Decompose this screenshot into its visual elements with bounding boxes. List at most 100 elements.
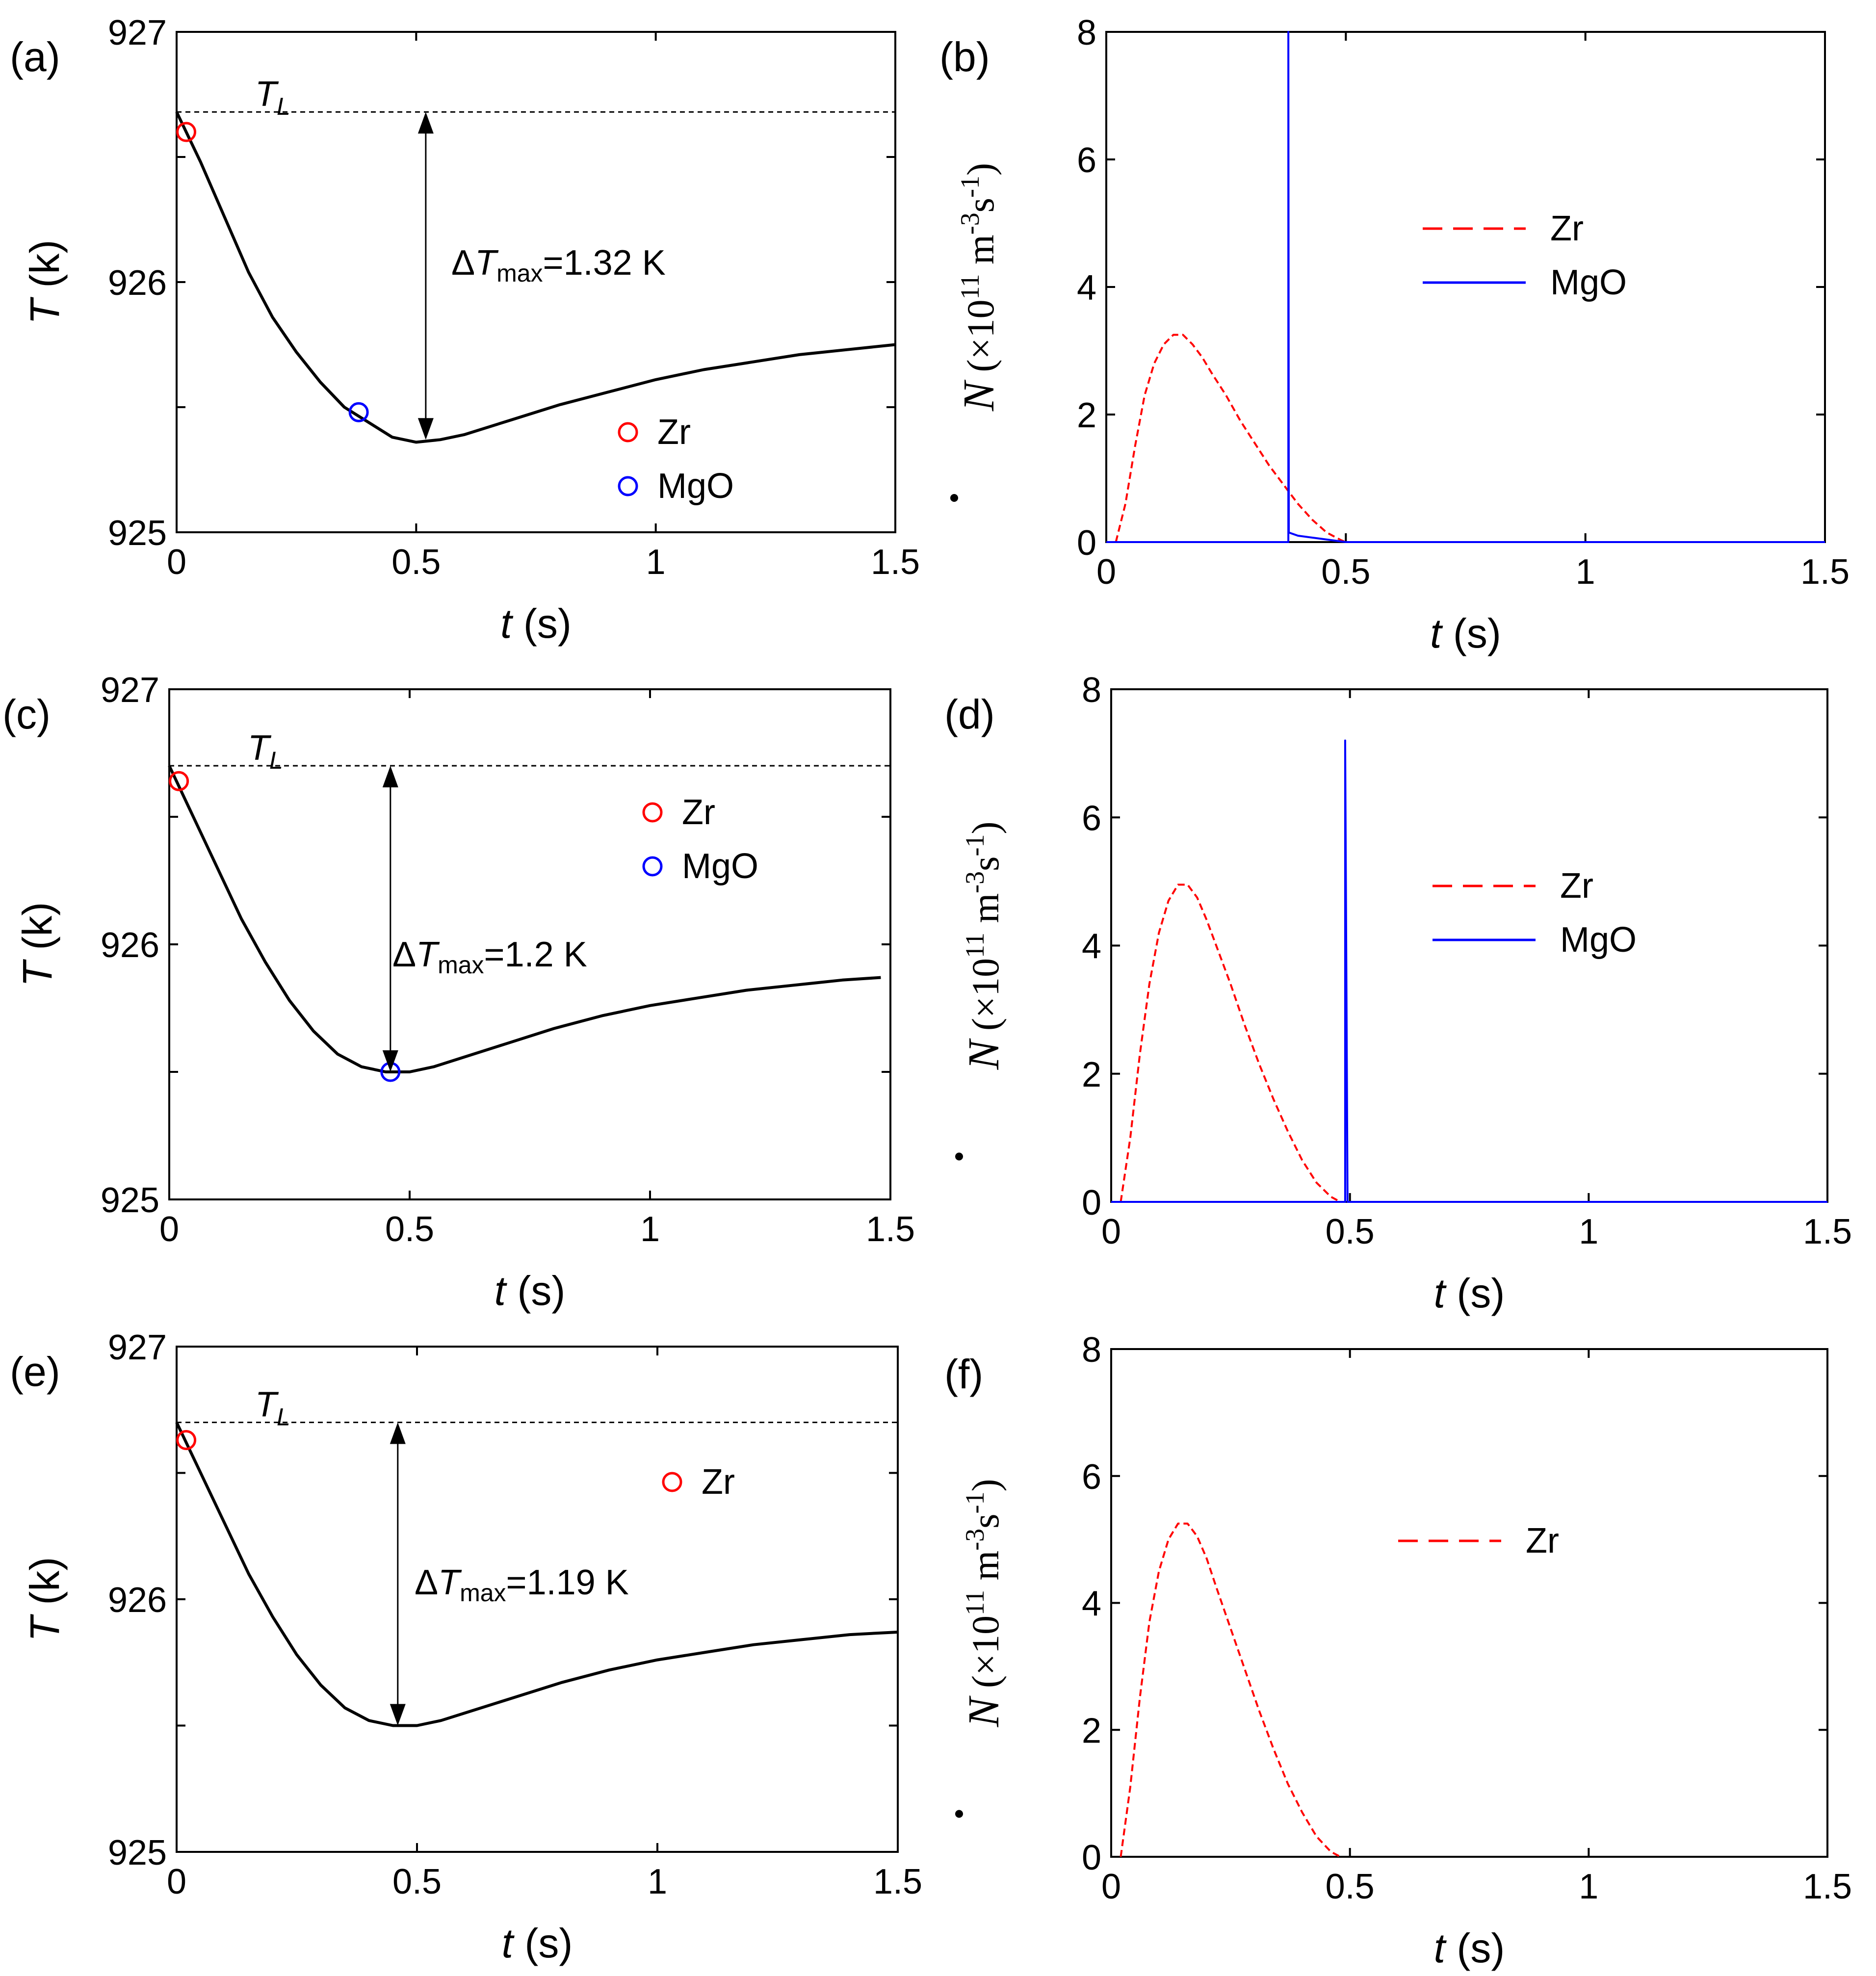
legend-marker-zr [642,802,663,823]
y-tick-label: 0 [1077,523,1096,563]
series-line-mgo [1106,31,1825,543]
panel-e: 0 0.5 1 1.5 925 926 927 (e) t (s) T (k) TL ΔTmax=1.… [10,1328,922,1966]
plot-frame [1105,31,1826,543]
series-line-temperature [175,1422,898,1727]
legend-label-mgo: MgO [1550,263,1627,302]
y-tick-label: 926 [101,926,159,965]
x-tick-label: 0.5 [1326,1212,1375,1251]
marker-zr [176,1430,197,1451]
legend-label-zr: Zr [1560,866,1593,906]
y-tick-label: 6 [1082,1457,1101,1497]
y-tick-label: 8 [1077,13,1096,52]
panel-c: 0 0.5 1 1.5 925 926 927 (c) t (s) T (k) TL ΔTmax=1.… [2,671,915,1314]
x-axis-label: t (s) [500,600,572,647]
x-tick-label: 1 [1579,1867,1598,1906]
y-axis-label: N (×1011 m-3s-1) [955,163,1003,412]
y-tick-label: 925 [101,1181,159,1220]
x-tick-label: 1 [1576,552,1595,592]
x-tick-label: 0.5 [1321,552,1370,592]
legend-label-zr: Zr [657,413,691,452]
series-line-zr [1120,1522,1341,1858]
x-tick-label: 0 [1101,1212,1121,1251]
n-dot-accent [955,1152,963,1161]
panel-f: 0 0.5 1 1.5 0 2 4 6 8 (f) t (s) N (×1011 m-3s-1) Zr [944,1330,1852,1971]
x-tick-label: 0 [1096,552,1116,592]
x-tick-label: 0 [167,543,186,582]
x-axis-label: t (s) [1434,1925,1505,1971]
panel-a: 0 0.5 1 1.5 925 926 927 (a) t (s) T (k) TL ΔTmax=1.… [10,13,920,647]
y-axis-label: T (k) [14,902,60,987]
y-tick-label: 6 [1077,141,1096,180]
series-line-zr [1120,884,1341,1203]
legend-label-mgo: MgO [657,467,734,506]
legend-marker-zr [662,1472,682,1492]
series-line-temperature [175,111,896,444]
x-axis-label: t (s) [1434,1270,1505,1316]
n-dot-accent [950,494,958,502]
y-tick-label: 4 [1082,927,1101,966]
delta-arrow-head-up [382,766,398,787]
legend-label-zr: Zr [1550,209,1584,248]
legend-marker-zr [618,422,638,442]
y-axis-label: T (k) [22,240,68,325]
delta-t-annotation: ΔTmax=1.19 K [415,1563,629,1607]
x-axis-label: t (s) [502,1920,573,1966]
x-tick-label: 1 [640,1210,660,1249]
plot-frame [1110,688,1828,1203]
marker-zr [169,771,189,791]
delta-arrow-head-up [390,1422,406,1444]
panel-label: (a) [10,34,60,80]
y-tick-label: 2 [1077,396,1096,435]
liquidus-label: TL [248,728,283,774]
delta-arrow-head-down [417,418,434,440]
liquidus-label: TL [255,1385,290,1431]
liquidus-label: TL [255,75,290,120]
x-tick-label: 0.5 [392,1862,442,1901]
delta-arrow-head-down [382,1050,398,1072]
y-axis-label: T (k) [22,1557,68,1642]
delta-arrow-head-down [390,1704,406,1726]
x-axis-label: t (s) [495,1268,566,1314]
marker-mgo [348,402,369,422]
y-tick-label: 0 [1082,1183,1101,1222]
y-tick-label: 925 [108,514,167,553]
y-tick-label: 6 [1082,799,1101,838]
panel-label: (e) [10,1349,60,1395]
legend-marker-mgo [642,856,663,877]
x-tick-label: 1.5 [1803,1867,1852,1906]
panel-label: (f) [944,1351,983,1397]
x-tick-label: 1.5 [866,1210,915,1249]
x-tick-label: 0 [167,1862,186,1901]
x-tick-label: 1 [1579,1212,1598,1251]
x-tick-label: 1.5 [1803,1212,1852,1251]
series-line-zr [1115,334,1347,543]
series-line-temperature [168,765,881,1073]
delta-t-annotation: ΔTmax=1.32 K [451,243,666,287]
x-tick-label: 0.5 [1326,1867,1375,1906]
x-tick-label: 1.5 [873,1862,922,1901]
x-tick-label: 1 [648,1862,667,1901]
x-tick-label: 0 [1101,1867,1121,1906]
series-line-mgo [1111,739,1827,1203]
legend-label-zr: Zr [1526,1521,1559,1560]
x-tick-label: 1 [646,543,666,582]
n-dot-accent [955,1810,963,1818]
x-tick-label: 0 [159,1210,179,1249]
panel-label: (d) [944,691,995,737]
x-tick-label: 1.5 [871,543,920,582]
x-tick-label: 0.5 [391,543,441,582]
legend-marker-mgo [618,476,638,496]
delta-arrow-head-up [417,112,434,134]
x-tick-label: 1.5 [1800,552,1850,592]
y-tick-label: 926 [108,1581,167,1620]
y-tick-label: 927 [108,13,167,52]
panel-d: 0 0.5 1 1.5 0 2 4 6 8 (d) t (s) N (×1011 m-3s-1) Zr M… [944,671,1852,1316]
y-tick-label: 927 [108,1328,167,1367]
marker-zr [176,122,197,142]
y-axis-label: N (×1011 m-3s-1) [960,822,1008,1070]
y-tick-label: 4 [1077,268,1096,308]
legend-label-zr: Zr [682,793,715,832]
y-tick-label: 927 [101,671,159,710]
panel-label: (c) [2,691,51,737]
